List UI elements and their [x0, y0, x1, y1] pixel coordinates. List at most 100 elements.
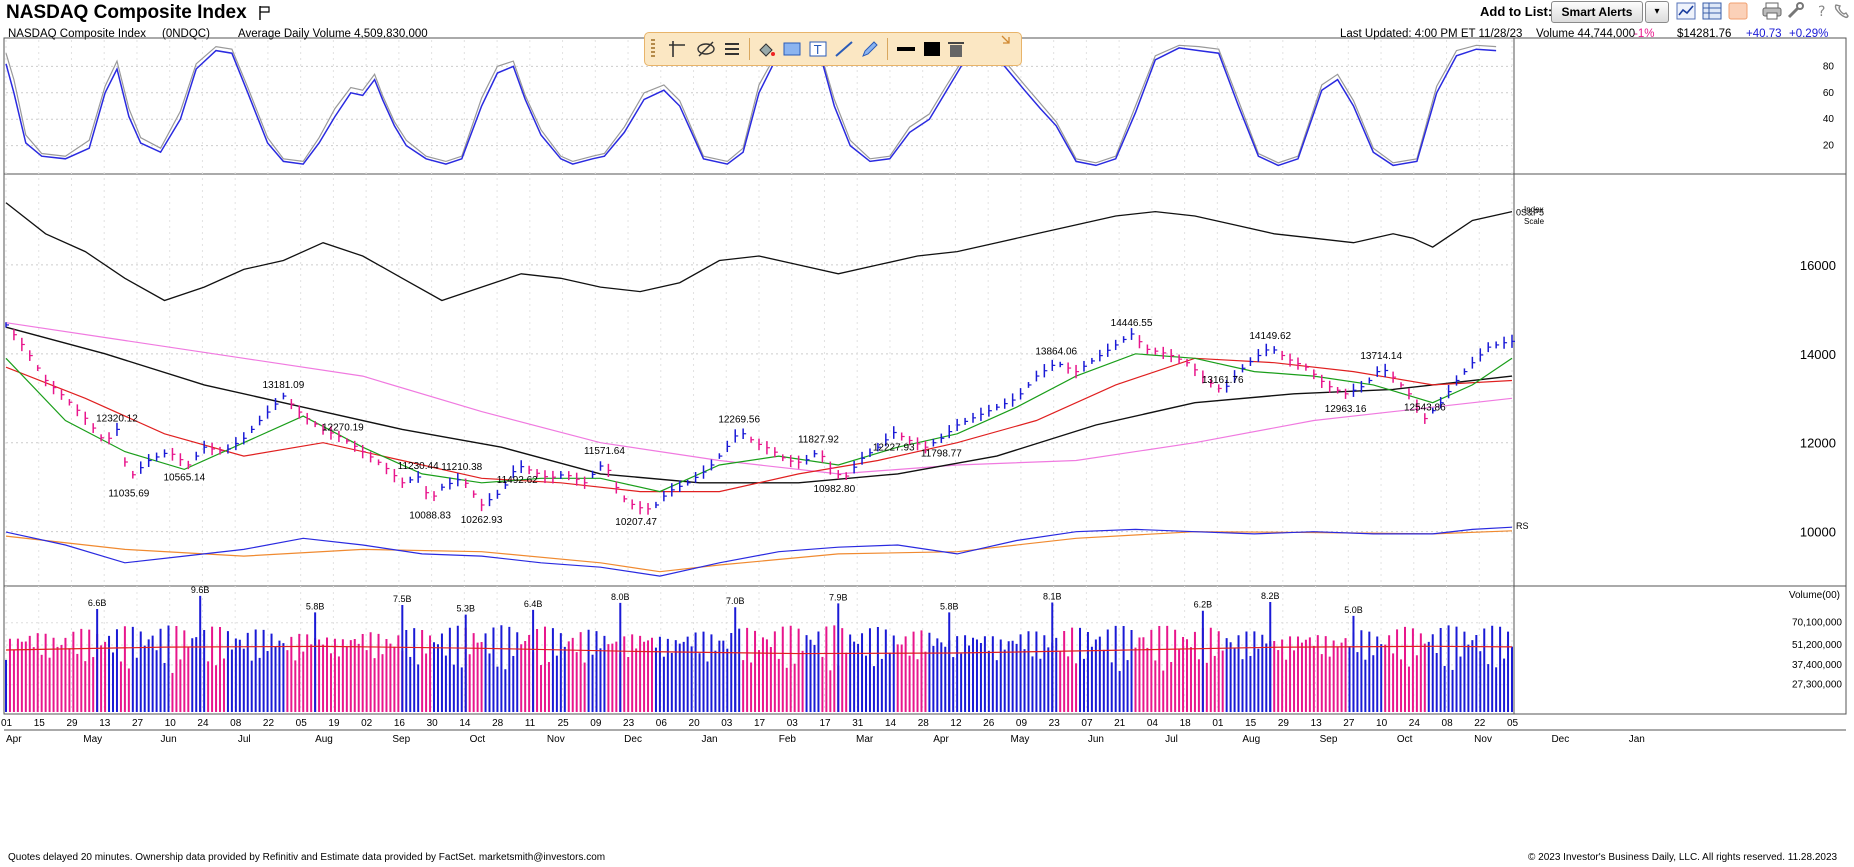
- x-month-label: Jan: [701, 734, 717, 745]
- x-month-label: May: [83, 734, 102, 745]
- price-annotation: 12227.93: [873, 443, 915, 454]
- svg-text:T: T: [813, 43, 822, 57]
- x-tick-label: 27: [132, 718, 144, 729]
- y-tick-label: 12000: [1800, 436, 1836, 451]
- price-annotation: 12543.86: [1404, 403, 1446, 414]
- volume-peak-label: 5.0B: [1344, 605, 1363, 615]
- y-tick-label: 27,300,000: [1792, 680, 1842, 691]
- x-tick-label: 24: [1409, 718, 1421, 729]
- y-tick-label: 10000: [1800, 525, 1836, 540]
- info-price: $14281.76: [1677, 28, 1732, 40]
- series-label: 0S&P5: [1516, 208, 1544, 218]
- flag-icon[interactable]: [258, 5, 272, 21]
- x-tick-label: 08: [1442, 718, 1454, 729]
- footer-disclaimer: Quotes delayed 20 minutes. Ownership dat…: [8, 852, 606, 863]
- x-month-label: Apr: [6, 734, 22, 745]
- x-tick-label: 25: [558, 718, 570, 729]
- x-tick-label: 09: [590, 718, 602, 729]
- price-annotation: 11571.64: [584, 446, 625, 457]
- x-month-label: Aug: [315, 734, 333, 745]
- price-annotation: 10982.80: [813, 484, 855, 495]
- info-last-updated: Last Updated: 4:00 PM ET 11/28/23: [1340, 28, 1523, 40]
- trash-icon[interactable]: [945, 39, 967, 59]
- volume-peak-label: 6.6B: [88, 598, 107, 608]
- x-month-label: Jun: [161, 734, 177, 745]
- text-tool-icon[interactable]: T: [807, 39, 829, 59]
- price-annotation: 10088.83: [409, 511, 451, 522]
- stochastic-d-line: [5, 44, 1497, 164]
- x-tick-label: 23: [1049, 718, 1061, 729]
- info-change-pct: +0.29%: [1789, 28, 1829, 40]
- price-annotation: 10262.93: [461, 515, 503, 526]
- x-tick-label: 17: [819, 718, 831, 729]
- x-tick-label: 16: [394, 718, 406, 729]
- info-volume: Volume 44,744,000: [1536, 28, 1636, 40]
- axis-title: Volume(00): [1789, 590, 1840, 601]
- price-annotation: 13181.09: [263, 380, 305, 391]
- x-tick-label: 11: [525, 718, 536, 729]
- help-icon[interactable]: ?: [1812, 2, 1832, 20]
- x-tick-label: 10: [1376, 718, 1388, 729]
- paint-bucket-icon[interactable]: [755, 39, 777, 59]
- tools-icon[interactable]: [1786, 2, 1806, 20]
- drawing-toolbar: T: [644, 32, 1022, 66]
- x-tick-label: 14: [459, 718, 471, 729]
- y-tick-label: 80: [1823, 61, 1835, 72]
- series-label: RS: [1516, 521, 1529, 531]
- line-chart-icon[interactable]: [1676, 2, 1696, 20]
- image-icon[interactable]: [1728, 2, 1748, 20]
- price-annotation: 12320.12: [96, 413, 138, 424]
- pencil-icon[interactable]: [859, 39, 881, 59]
- x-tick-label: 29: [1278, 718, 1290, 729]
- toolbar-grip[interactable]: [651, 39, 655, 59]
- svg-text:?: ?: [1818, 4, 1825, 20]
- sp500-line: [5, 202, 1513, 302]
- x-tick-label: 02: [361, 718, 373, 729]
- x-tick-label: 14: [885, 718, 897, 729]
- x-month-label: Nov: [547, 734, 565, 745]
- x-tick-label: 05: [296, 718, 308, 729]
- crosshair-tool-icon[interactable]: [667, 39, 689, 59]
- x-tick-label: 30: [427, 718, 439, 729]
- volume-peak-label: 6.4B: [524, 599, 543, 609]
- x-tick-label: 13: [1311, 718, 1323, 729]
- x-tick-label: 24: [197, 718, 209, 729]
- table-icon[interactable]: [1702, 2, 1722, 20]
- price-annotation: 10565.14: [163, 472, 205, 483]
- x-tick-label: 15: [34, 718, 46, 729]
- collapse-icon[interactable]: [999, 33, 1013, 47]
- line-weight-icon[interactable]: [895, 39, 917, 59]
- x-month-label: Mar: [856, 734, 874, 745]
- x-tick-label: 21: [1114, 718, 1126, 729]
- rectangle-icon[interactable]: [781, 39, 803, 59]
- x-month-label: Jan: [1629, 734, 1645, 745]
- x-tick-label: 17: [754, 718, 766, 729]
- smart-alerts-button[interactable]: Smart Alerts: [1551, 1, 1643, 23]
- list-drawings-icon[interactable]: [721, 39, 743, 59]
- x-month-label: Dec: [624, 734, 642, 745]
- x-month-label: Apr: [933, 734, 949, 745]
- price-annotation: 12269.56: [718, 415, 760, 426]
- volume-peak-label: 9.6B: [191, 585, 210, 595]
- x-tick-label: 04: [1147, 718, 1159, 729]
- x-tick-label: 18: [1180, 718, 1192, 729]
- volume-bars: [5, 625, 1513, 712]
- hide-drawings-icon[interactable]: [695, 39, 717, 59]
- x-tick-label: 27: [1343, 718, 1355, 729]
- x-tick-label: 28: [918, 718, 930, 729]
- price-annotation: 11035.69: [108, 488, 149, 499]
- x-tick-label: 06: [656, 718, 668, 729]
- price-annotation: 11230.44: [398, 461, 439, 472]
- volume-peak-label: 5.8B: [306, 601, 325, 611]
- trendline-icon[interactable]: [833, 39, 855, 59]
- volume-ma-line: [5, 645, 1513, 655]
- volume-peak-label: 5.3B: [456, 604, 475, 614]
- chevron-down-icon[interactable]: ▾: [1645, 1, 1669, 23]
- phone-icon[interactable]: [1832, 2, 1852, 20]
- footer-copyright: © 2023 Investor's Business Daily, LLC. A…: [1528, 852, 1838, 863]
- x-tick-label: 20: [689, 718, 701, 729]
- print-icon[interactable]: [1762, 2, 1782, 20]
- color-swatch-icon[interactable]: [921, 39, 943, 59]
- x-month-label: Feb: [779, 734, 797, 745]
